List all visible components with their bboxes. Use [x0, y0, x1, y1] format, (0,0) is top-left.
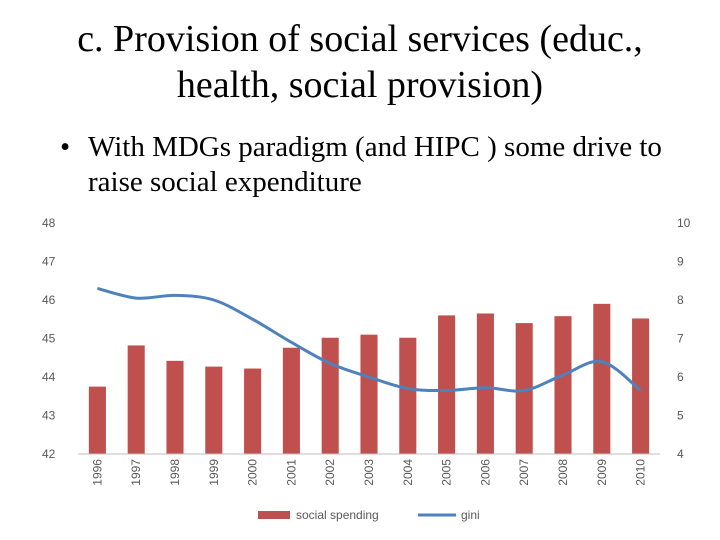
- right-axis-ticks: 4 5 6 7 8 9 10: [677, 216, 691, 461]
- social-spending-bar: [399, 337, 417, 454]
- left-axis-ticks: 42 43 44 45 46 47 48: [42, 216, 56, 461]
- legend-label-gini: gini: [461, 508, 480, 522]
- x-axis-tick-label: 2003: [362, 459, 376, 486]
- left-axis-tick-label: 43: [42, 409, 56, 423]
- x-axis-tick-label: 1999: [207, 459, 221, 486]
- x-axis-tick-label: 2004: [401, 459, 415, 486]
- right-axis-tick-label: 8: [677, 293, 684, 307]
- social-spending-bar: [205, 366, 223, 454]
- x-axis-tick-label: 2001: [284, 459, 298, 486]
- x-axis-tick-label: 1998: [168, 459, 182, 486]
- right-axis-tick-label: 10: [677, 216, 691, 230]
- right-axis-tick-label: 7: [677, 332, 684, 346]
- x-axis-tick-label: 2009: [595, 459, 609, 486]
- legend-swatch-social-spending: [258, 511, 290, 519]
- social-spending-bar: [166, 360, 184, 454]
- x-axis-tick-label: 2002: [323, 459, 337, 486]
- slide-title: c. Provision of social services (educ., …: [77, 18, 643, 106]
- social-spending-bar: [321, 337, 339, 454]
- social-spending-bar: [554, 316, 572, 454]
- social-spending-bar: [88, 386, 106, 454]
- right-axis-tick-label: 4: [677, 447, 684, 461]
- left-axis-tick-label: 47: [42, 255, 56, 269]
- right-axis-tick-label: 6: [677, 370, 684, 384]
- social-spending-bar: [438, 315, 456, 454]
- x-axis-tick-label: 2000: [246, 459, 260, 486]
- bullet-marker: •: [60, 131, 71, 163]
- x-axis-tick-label: 2005: [440, 459, 454, 486]
- x-axis-tick-labels: 1996 1997 1998 1999 2000 2001 2002 2003 2004 2005…: [90, 459, 647, 486]
- bar-series: [88, 303, 650, 454]
- social-spending-bar: [632, 318, 650, 454]
- left-axis-tick-label: 46: [42, 293, 56, 307]
- legend: social spending gini: [258, 508, 480, 522]
- social-spending-bar: [593, 303, 611, 454]
- social-spending-bar: [244, 368, 262, 454]
- bullet-point: • With MDGs paradigm (and HIPC ) some dr…: [60, 130, 680, 200]
- legend-label-social-spending: social spending: [296, 508, 379, 522]
- line-series: [97, 286, 642, 393]
- right-axis-tick-label: 5: [677, 409, 684, 423]
- x-axis-tick-label: 1997: [129, 459, 143, 486]
- x-axis-tick-label: 2006: [478, 459, 492, 486]
- gini-line: [97, 286, 642, 393]
- social-spending-bar: [282, 347, 300, 454]
- x-axis-tick-label: 2008: [556, 459, 570, 486]
- social-spending-bar: [476, 313, 494, 454]
- left-axis-tick-label: 48: [42, 216, 56, 230]
- social-spending-bar: [127, 345, 145, 454]
- right-axis-tick-label: 9: [677, 255, 684, 269]
- social-spending-bar: [360, 334, 378, 454]
- x-axis-tick-label: 2007: [517, 459, 531, 486]
- left-axis-tick-label: 44: [42, 370, 56, 384]
- left-axis-tick-label: 42: [42, 447, 56, 461]
- social-spending-bar: [515, 323, 533, 454]
- x-axis-tick-label: 1996: [90, 459, 104, 486]
- bullet-text: With MDGs paradigm (and HIPC ) some driv…: [88, 131, 662, 198]
- x-axis-tick-label: 2010: [634, 459, 648, 486]
- left-axis-tick-label: 45: [42, 332, 56, 346]
